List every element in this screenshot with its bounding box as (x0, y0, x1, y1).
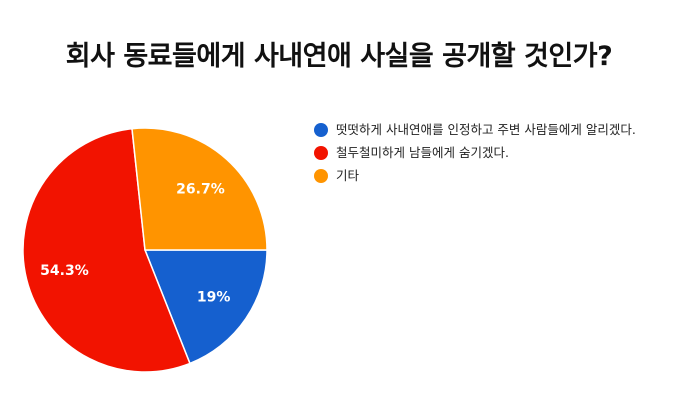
legend-swatch (314, 123, 328, 137)
legend-item[interactable]: 기타 (314, 166, 654, 186)
slice-value-label: 19% (197, 290, 231, 306)
pie-slice[interactable] (131, 127, 268, 251)
legend-swatch (314, 169, 328, 183)
slice-value-label: 26.7% (176, 181, 225, 197)
legend: 떳떳하게 사내연애를 인정하고 주변 사람들에게 알리겠다. 철두철미하게 남들… (314, 120, 654, 189)
legend-item[interactable]: 철두철미하게 남들에게 숨기겠다. (314, 143, 654, 163)
pie-slice[interactable] (143, 249, 268, 365)
legend-label: 떳떳하게 사내연애를 인정하고 주변 사람들에게 알리겠다. (336, 122, 636, 137)
pie-slice[interactable] (22, 127, 191, 373)
slice-value-label: 54.3% (40, 263, 89, 279)
legend-swatch (314, 146, 328, 160)
chart-title: 회사 동료들에게 사내연애 사실을 공개할 것인가? (65, 41, 613, 72)
legend-label: 기타 (336, 168, 360, 183)
legend-item[interactable]: 떳떳하게 사내연애를 인정하고 주변 사람들에게 알리겠다. (314, 120, 654, 140)
legend-label: 철두철미하게 남들에게 숨기겠다. (336, 145, 509, 160)
